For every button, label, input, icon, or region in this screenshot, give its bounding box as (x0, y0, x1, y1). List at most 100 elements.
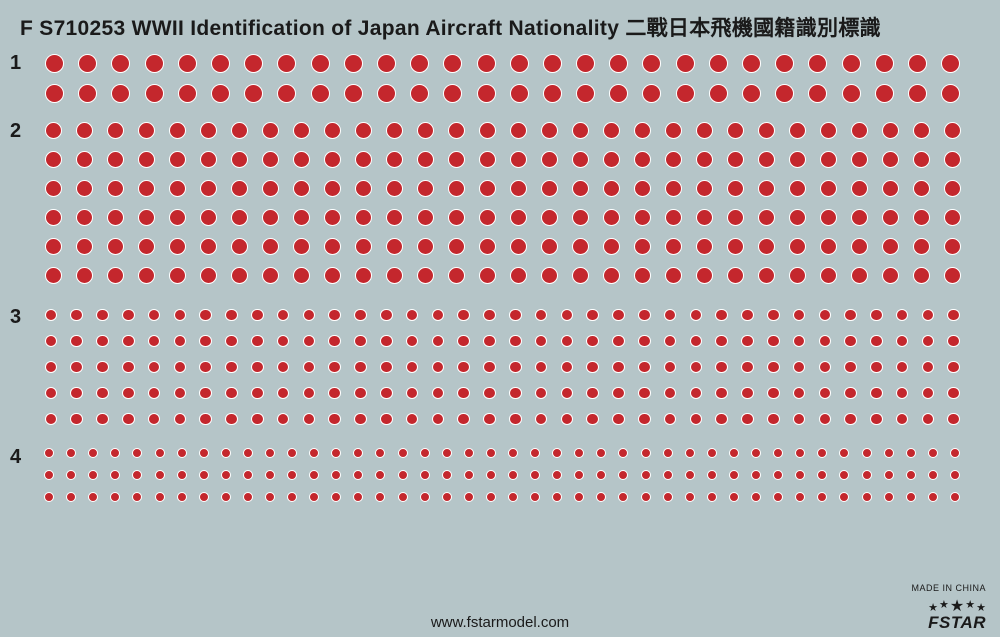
decal-cell (436, 464, 458, 486)
hinomaru-dot (122, 361, 135, 374)
decal-cell (369, 442, 391, 464)
decal-cell (735, 354, 761, 380)
hinomaru-dot (641, 492, 651, 502)
decal-cell (104, 442, 126, 464)
hinomaru-dot (842, 84, 861, 103)
hinomaru-dot (45, 151, 62, 168)
decal-cell (69, 116, 100, 145)
hinomaru-dot (690, 413, 703, 426)
hinomaru-dot (896, 387, 909, 400)
decal-cell (811, 442, 833, 464)
decal-cell (937, 203, 968, 232)
decal-cell (801, 78, 834, 108)
hinomaru-dot (767, 387, 780, 400)
hinomaru-dot (844, 413, 857, 426)
hinomaru-dot (145, 84, 164, 103)
decal-cell (813, 261, 844, 290)
decal-cell (906, 203, 937, 232)
hinomaru-dot (634, 180, 651, 197)
hinomaru-dot (851, 122, 868, 139)
hinomaru-dot (148, 309, 161, 322)
decal-cell (337, 78, 370, 108)
decal-cell (215, 464, 237, 486)
decal-cell (760, 354, 786, 380)
decal-cell (64, 406, 90, 432)
hinomaru-dot (78, 54, 97, 73)
decal-cell (303, 464, 325, 486)
decal-cell (379, 203, 410, 232)
decal-cell (565, 145, 596, 174)
hinomaru-dot (530, 470, 540, 480)
hinomaru-dot (443, 84, 462, 103)
decal-row (38, 261, 980, 290)
hinomaru-dot (386, 180, 403, 197)
decal-cell (224, 203, 255, 232)
decal-cell (373, 328, 399, 354)
decal-cell (38, 380, 64, 406)
hinomaru-dot (410, 54, 429, 73)
decal-cell (458, 442, 480, 464)
decal-cell (590, 442, 612, 464)
hinomaru-dot (70, 309, 83, 322)
decal-row (38, 145, 980, 174)
decal-cell (889, 354, 915, 380)
hinomaru-dot (690, 335, 703, 348)
hinomaru-dot (406, 387, 419, 400)
star-icon: ★ (928, 603, 938, 619)
decal-cell (286, 174, 317, 203)
decal-cell (472, 116, 503, 145)
hinomaru-dot (574, 470, 584, 480)
decal-cell (392, 464, 414, 486)
hinomaru-dot (354, 413, 367, 426)
decal-cell (100, 116, 131, 145)
hinomaru-dot (211, 54, 230, 73)
decal-cell (627, 145, 658, 174)
decal-cell (399, 328, 425, 354)
decal-cell (606, 406, 632, 432)
hinomaru-dot (344, 84, 363, 103)
hinomaru-dot (922, 335, 935, 348)
decal-cell (348, 261, 379, 290)
hinomaru-dot (572, 209, 589, 226)
decal-cell (224, 116, 255, 145)
decal-cell (399, 302, 425, 328)
hinomaru-dot (262, 267, 279, 284)
decal-cell (441, 116, 472, 145)
decal-cell (683, 328, 709, 354)
hinomaru-dot (262, 180, 279, 197)
hinomaru-dot (96, 413, 109, 426)
decal-cell (224, 145, 255, 174)
hinomaru-dot (432, 413, 445, 426)
hinomaru-dot (510, 267, 527, 284)
hinomaru-dot (66, 448, 76, 458)
hinomaru-dot (882, 180, 899, 197)
hinomaru-dot (354, 309, 367, 322)
hinomaru-dot (928, 448, 938, 458)
hinomaru-dot (122, 387, 135, 400)
decal-cell (255, 145, 286, 174)
hinomaru-dot (709, 84, 728, 103)
hinomaru-dot (76, 238, 93, 255)
decal-cell (399, 406, 425, 432)
hinomaru-dot (386, 209, 403, 226)
hinomaru-dot (293, 180, 310, 197)
decal-cell (906, 261, 937, 290)
hinomaru-dot (375, 448, 385, 458)
decal-cell (751, 116, 782, 145)
decal-cell (735, 406, 761, 432)
hinomaru-dot (76, 122, 93, 139)
decal-row (38, 116, 980, 145)
decal-cell (596, 232, 627, 261)
decal-cell (937, 116, 968, 145)
hinomaru-dot (45, 122, 62, 139)
decal-cell (403, 48, 436, 78)
decal-cell (635, 78, 668, 108)
decal-cell (115, 406, 141, 432)
hinomaru-dot (277, 309, 290, 322)
decal-cell (657, 328, 683, 354)
hinomaru-dot (155, 492, 165, 502)
decal-cell (115, 354, 141, 380)
hinomaru-dot (122, 335, 135, 348)
decal-cell (941, 380, 967, 406)
decal-cell (38, 354, 64, 380)
